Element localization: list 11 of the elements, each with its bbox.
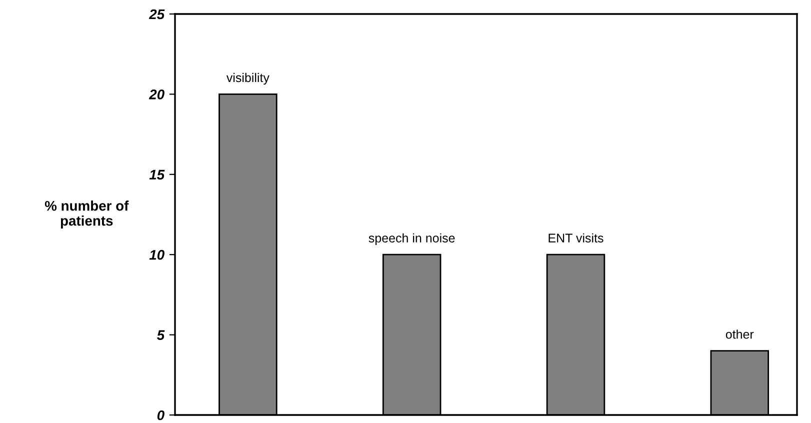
x-tick-label: visibility — [226, 72, 270, 85]
y-tick-label: 20 — [148, 90, 164, 100]
y-axis-title: % number of patients — [44, 200, 129, 228]
y-tick-label: 25 — [148, 9, 165, 20]
x-tick-label: other — [726, 330, 754, 339]
y-tick-label: 15 — [149, 170, 165, 180]
x-tick-label: ENT visits — [548, 233, 604, 243]
y-tick-label: 0 — [157, 410, 164, 420]
y-tick-label: 5 — [156, 330, 165, 340]
y-tick-label: 10 — [149, 250, 164, 260]
x-tick-label: speech in noise — [368, 233, 455, 245]
